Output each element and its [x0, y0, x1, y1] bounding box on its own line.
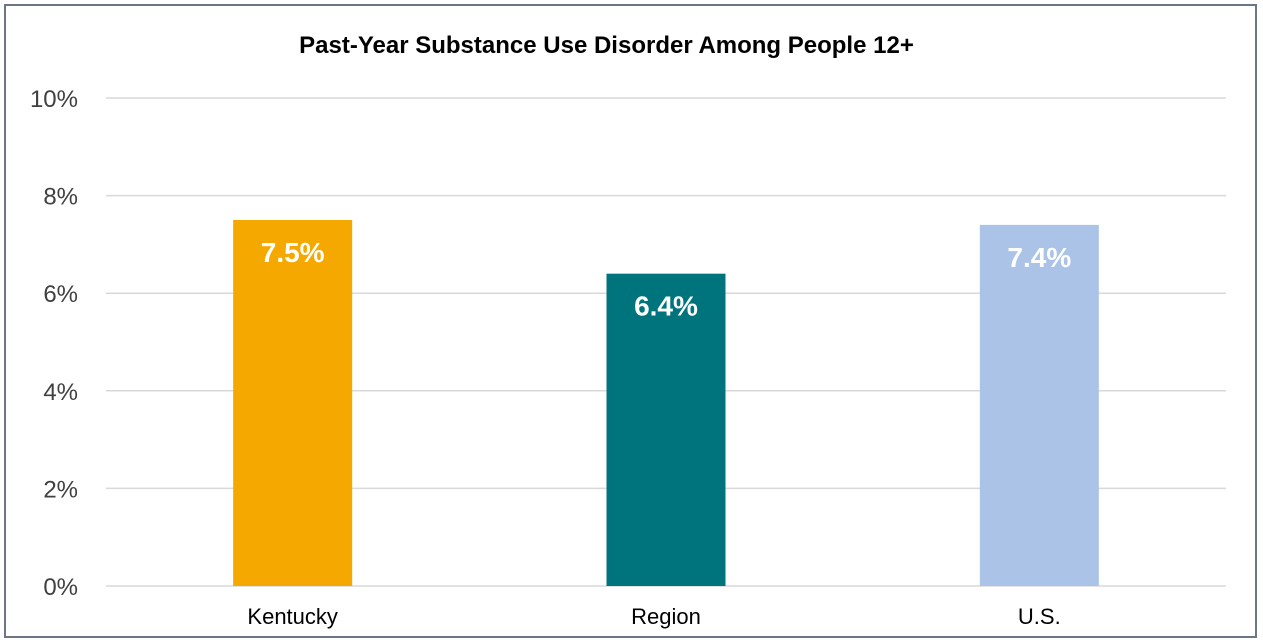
y-tick-label: 8% [43, 184, 78, 211]
data-label: 6.4% [634, 291, 698, 322]
bar-kentucky [233, 220, 353, 586]
y-tick-label: 2% [43, 476, 78, 503]
x-category-label: U.S. [1018, 604, 1061, 629]
x-category-label: Region [631, 604, 701, 629]
bar-region [606, 273, 726, 586]
y-tick-label: 6% [43, 281, 78, 308]
y-tick-label: 0% [43, 574, 78, 601]
x-category-label: Kentucky [247, 604, 338, 629]
data-label: 7.5% [261, 237, 325, 268]
chart-title: Past-Year Substance Use Disorder Among P… [299, 32, 914, 59]
y-tick-label: 10% [30, 86, 78, 113]
data-label: 7.4% [1007, 242, 1071, 273]
y-tick-label: 4% [43, 379, 78, 406]
bar-u-s [979, 224, 1099, 586]
